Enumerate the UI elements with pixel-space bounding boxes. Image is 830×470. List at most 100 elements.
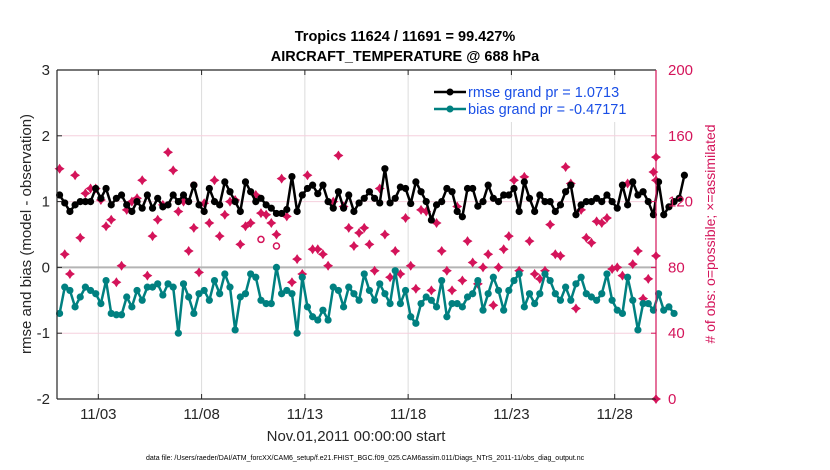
- bias-point: [329, 283, 337, 291]
- obs-assimilated-marker: [607, 264, 618, 275]
- obs-assimilated-marker: [426, 285, 437, 296]
- axes: [56, 69, 657, 400]
- obs-assimilated-marker: [550, 249, 561, 260]
- rmse-point: [510, 184, 518, 193]
- x-tick-label: 11/28: [596, 406, 632, 423]
- chart-title-line1: Tropics 11624 / 11691 = 99.427%: [295, 29, 516, 45]
- rmse-point: [334, 188, 343, 196]
- bias-point: [598, 290, 606, 298]
- rmse-point: [117, 191, 126, 199]
- bias-point: [376, 280, 384, 288]
- rmse-point: [536, 191, 544, 199]
- obs-assimilated-marker: [576, 204, 587, 215]
- obs-assimilated-marker: [591, 216, 602, 227]
- obs-assimilated-marker: [101, 221, 112, 232]
- rmse-point: [169, 191, 177, 199]
- obs-assimilated-marker: [163, 147, 174, 158]
- rmse-point: [179, 191, 188, 199]
- obs-assimilated-marker: [204, 217, 215, 228]
- obs-assimilated-marker: [152, 214, 163, 225]
- rmse-point: [515, 207, 523, 216]
- obs-assimilated-marker: [379, 229, 390, 240]
- bias-point: [339, 303, 348, 311]
- obs-assimilated-marker: [292, 254, 303, 265]
- bias-point: [484, 290, 492, 298]
- obs-assimilated-marker: [364, 239, 375, 250]
- obs-assimilated-marker: [302, 170, 313, 181]
- rmse-point: [102, 184, 110, 193]
- bias-point: [345, 283, 353, 291]
- bias-point: [293, 329, 301, 337]
- obs-assimilated-marker: [307, 244, 318, 255]
- rmse-point: [463, 184, 472, 193]
- rmse-point: [618, 181, 627, 189]
- obs-assimilated-marker: [312, 244, 323, 255]
- bias-point: [334, 286, 343, 295]
- bias-point: [618, 309, 627, 318]
- x-tick-label: 11/08: [183, 406, 219, 423]
- x-tick-label: 11/13: [287, 406, 323, 423]
- bias-point: [593, 296, 601, 304]
- obs-assimilated-marker: [240, 221, 251, 232]
- bias-point: [587, 293, 596, 301]
- bias-point: [102, 276, 110, 285]
- rmse-point: [422, 198, 430, 206]
- rmse-point: [489, 194, 497, 202]
- obs-assimilated-marker: [545, 219, 556, 230]
- bias-point: [174, 329, 182, 337]
- rmse-point: [185, 198, 193, 206]
- bias-point: [309, 313, 317, 321]
- obs-assimilated-marker: [410, 283, 421, 294]
- bias-point: [262, 299, 270, 308]
- rmse-point: [644, 198, 652, 206]
- bias-point: [267, 299, 275, 308]
- rmse-point: [154, 194, 162, 202]
- rmse-point: [138, 204, 146, 212]
- bias-point: [577, 273, 585, 281]
- rmse-point: [81, 198, 90, 206]
- rmse-point: [314, 190, 322, 198]
- obs-assimilated-marker: [400, 213, 411, 224]
- bias-point: [117, 311, 126, 319]
- bias-point: [159, 291, 167, 299]
- bias-point: [520, 303, 528, 311]
- bias-point: [303, 303, 312, 311]
- obs-assimilated-marker: [529, 268, 540, 279]
- rmse-point: [593, 194, 601, 202]
- bias-point: [582, 290, 590, 298]
- obs-assimilated-marker: [281, 211, 292, 222]
- obs-assimilated-marker: [581, 232, 592, 243]
- y-tick-label-left: 0: [42, 259, 50, 276]
- bias-point: [247, 270, 255, 278]
- bias-point: [61, 283, 69, 291]
- bias-point: [164, 280, 172, 288]
- bias-point: [278, 290, 286, 298]
- rmse-point: [262, 201, 270, 209]
- obs-assimilated-marker: [168, 165, 179, 176]
- bias-point: [133, 286, 141, 295]
- bias-point: [185, 293, 193, 301]
- obs-assimilated-marker: [266, 217, 277, 228]
- rmse-point: [303, 184, 312, 193]
- obs-assimilated-marker: [457, 275, 468, 286]
- rmse-point: [484, 181, 492, 189]
- bias-point: [365, 286, 374, 295]
- rmse-point: [500, 191, 508, 199]
- rmse-point: [298, 191, 306, 199]
- bias-point: [603, 270, 611, 278]
- bias-point: [97, 299, 105, 308]
- rmse-point: [71, 201, 79, 209]
- rmse-point: [660, 211, 668, 219]
- y-tick-label-right: 120: [668, 194, 693, 211]
- obs-assimilated-marker: [126, 196, 137, 207]
- obs-assimilated-marker: [627, 259, 638, 270]
- obs-assimilated-marker: [75, 232, 86, 243]
- bias-point: [623, 273, 632, 281]
- rmse-point: [665, 203, 673, 211]
- obs-assimilated-marker: [80, 188, 91, 199]
- obs-assimilated-marker: [183, 245, 194, 256]
- rmse-point: [329, 204, 337, 212]
- rmse-point: [680, 171, 689, 179]
- rmse-point: [257, 194, 265, 202]
- obs-assimilated-marker: [447, 285, 458, 296]
